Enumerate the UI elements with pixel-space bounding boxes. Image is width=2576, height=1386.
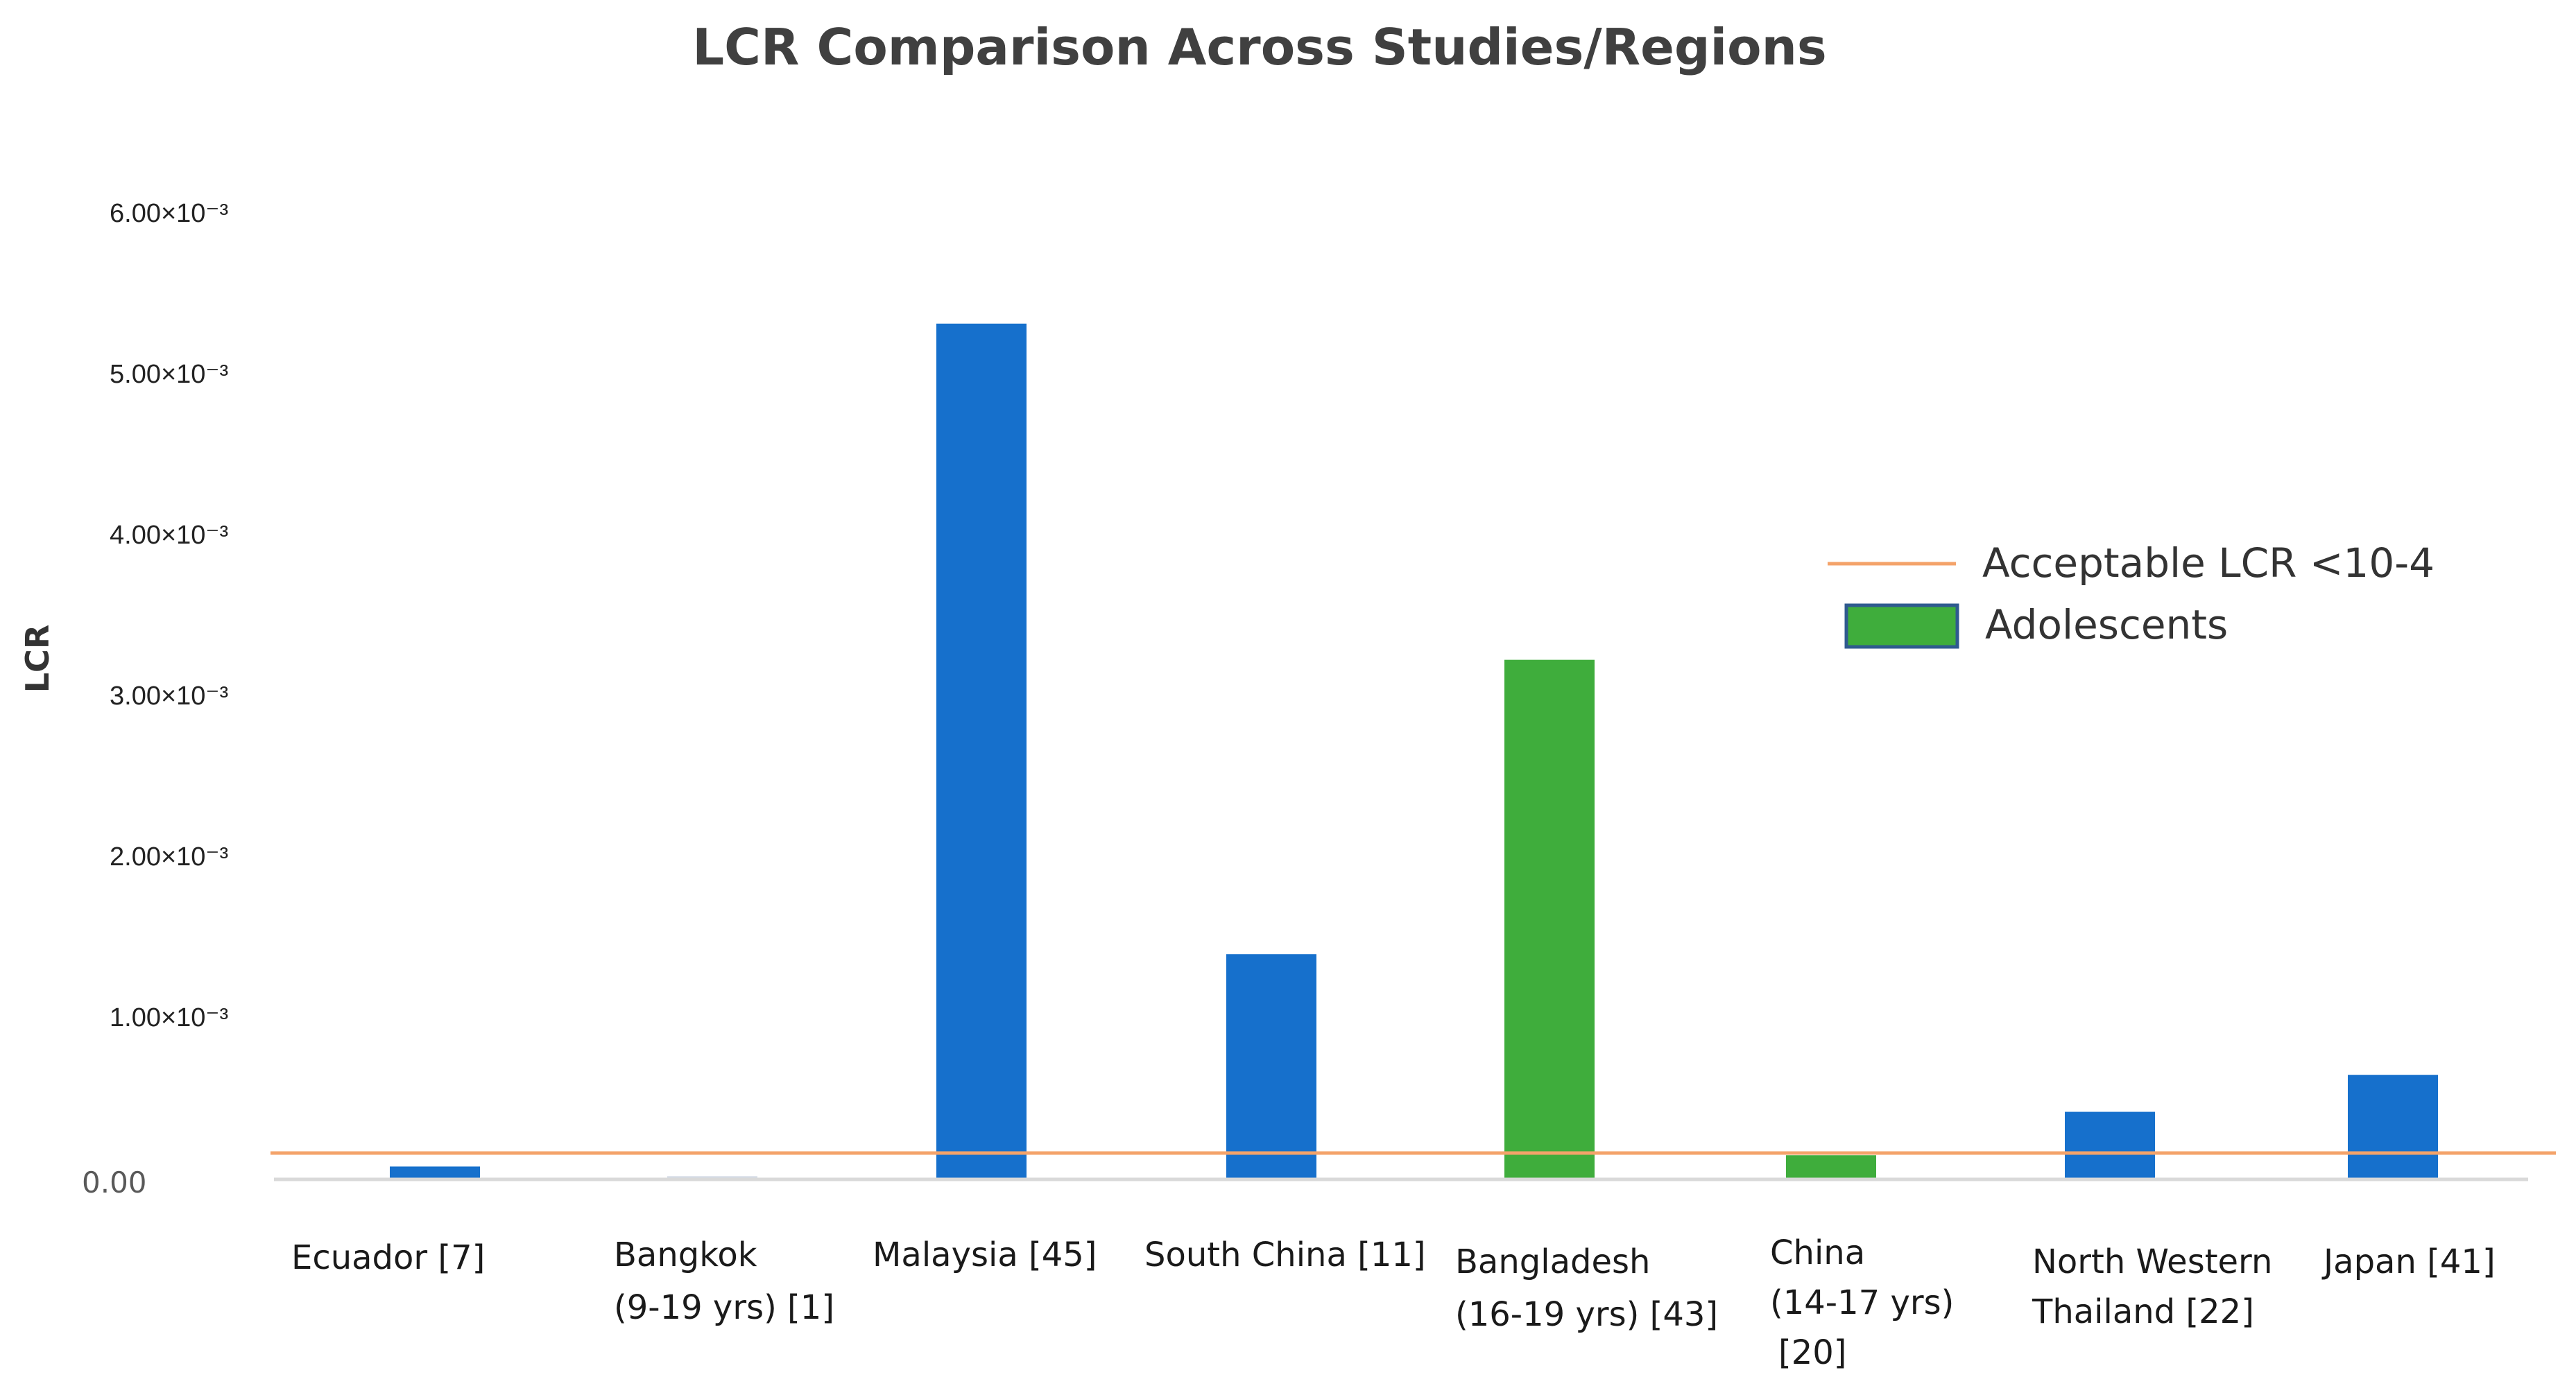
y-tick-label: 3.00×10⁻³	[110, 682, 228, 711]
category-label: Malaysia [45]	[873, 1236, 1097, 1274]
category-label: North Western	[2032, 1242, 2272, 1281]
y-tick-label: 0.00	[82, 1166, 147, 1199]
category-label: (14-17 yrs)	[1770, 1283, 1954, 1322]
bar-south-china-11	[1226, 954, 1316, 1179]
bar-north-western-thailand-22	[2065, 1111, 2155, 1179]
legend-box-swatch	[1844, 603, 1959, 649]
category-label: Ecuador [7]	[291, 1238, 485, 1277]
category-label: Bangkok	[614, 1236, 757, 1274]
y-tick-label: 1.00×10⁻³	[110, 1003, 228, 1032]
legend-label-reference: Acceptable LCR <10-4	[1982, 539, 2435, 587]
bar-malaysia-45	[936, 323, 1027, 1179]
category-label: Thailand [22]	[2032, 1292, 2254, 1331]
legend-label-adolescents: Adolescents	[1985, 601, 2228, 648]
y-tick-label: 2.00×10⁻³	[110, 842, 228, 872]
chart-title: LCR Comparison Across Studies/Regions	[692, 18, 1826, 76]
y-axis-label: LCR	[19, 625, 56, 693]
bar-ecuador-7	[390, 1166, 480, 1179]
category-labels: Ecuador [7] Bangkok (9-19 yrs) [1] Malaysia…	[291, 1233, 2496, 1372]
legend: Acceptable LCR <10-4 Adolescents	[1828, 539, 2435, 649]
bar-china-14-17-yrs-20	[1786, 1155, 1876, 1179]
y-tick-label: 5.00×10⁻³	[110, 360, 228, 389]
y-tick-label: 6.00×10⁻³	[110, 199, 228, 228]
category-label: China	[1770, 1233, 1865, 1272]
category-label: Bangladesh	[1455, 1242, 1650, 1281]
y-tick-label: 4.00×10⁻³	[110, 521, 228, 550]
y-tick-labels: 0.00 1.00×10⁻³ 2.00×10⁻³ 3.00×10⁻³ 4.00×10⁻³…	[82, 199, 228, 1199]
bars	[390, 323, 2438, 1179]
category-label: Japan [41]	[2321, 1242, 2496, 1281]
category-label: (16-19 yrs) [43]	[1455, 1295, 1718, 1334]
bar-bangladesh-16-19-yrs-43	[1504, 659, 1595, 1179]
category-label: [20]	[1778, 1333, 1847, 1372]
category-label: (9-19 yrs) [1]	[614, 1288, 834, 1327]
bar-japan-41	[2348, 1075, 2438, 1179]
category-label: South China [11]	[1144, 1236, 1426, 1274]
